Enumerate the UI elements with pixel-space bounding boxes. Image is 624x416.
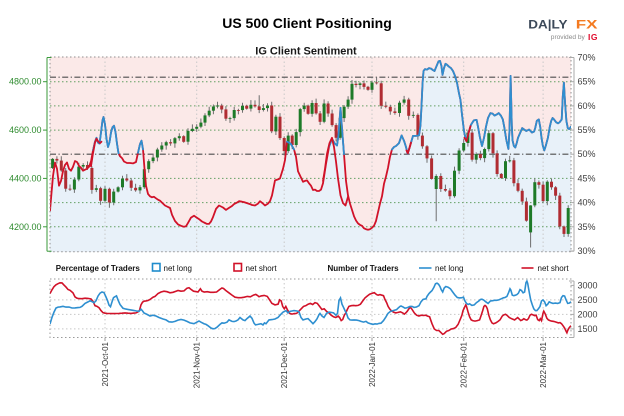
svg-text:3000: 3000 — [578, 280, 598, 290]
svg-text:4800.00: 4800.00 — [9, 77, 42, 87]
svg-text:2022-Mar-01: 2022-Mar-01 — [539, 341, 548, 387]
svg-text:4200.00: 4200.00 — [9, 222, 42, 232]
svg-text:2500: 2500 — [578, 295, 598, 305]
svg-text:provided by: provided by — [551, 34, 586, 41]
svg-text:45%: 45% — [578, 173, 596, 183]
svg-text:2000: 2000 — [578, 309, 598, 319]
svg-text:4400.00: 4400.00 — [9, 173, 42, 183]
svg-text:IG Client Sentiment: IG Client Sentiment — [255, 46, 357, 58]
svg-text:Number of Traders: Number of Traders — [328, 264, 400, 273]
svg-text:net long: net long — [435, 264, 463, 273]
svg-text:FX: FX — [576, 20, 598, 32]
svg-text:Percentage of Traders: Percentage of Traders — [56, 264, 141, 273]
svg-text:DA|LY: DA|LY — [528, 20, 568, 32]
svg-text:net short: net short — [538, 264, 570, 273]
svg-text:2021-Nov-01: 2021-Nov-01 — [193, 341, 202, 388]
svg-text:2022-Jan-01: 2022-Jan-01 — [368, 341, 377, 386]
svg-text:30%: 30% — [578, 246, 596, 256]
svg-text:net short: net short — [246, 264, 278, 273]
svg-text:55%: 55% — [578, 125, 596, 135]
svg-text:65%: 65% — [578, 77, 596, 87]
svg-text:40%: 40% — [578, 198, 596, 208]
svg-text:US 500 Client Positioning: US 500 Client Positioning — [222, 15, 392, 31]
svg-text:IG: IG — [588, 32, 598, 42]
svg-text:70%: 70% — [578, 53, 596, 63]
svg-text:net long: net long — [164, 264, 192, 273]
svg-text:60%: 60% — [578, 101, 596, 111]
svg-text:50%: 50% — [578, 149, 596, 159]
svg-text:2021-Dec-01: 2021-Dec-01 — [280, 341, 289, 388]
svg-text:2022-Feb-01: 2022-Feb-01 — [460, 341, 469, 387]
svg-text:35%: 35% — [578, 222, 596, 232]
svg-text:1500: 1500 — [578, 324, 598, 334]
svg-text:2021-Oct-01: 2021-Oct-01 — [101, 341, 110, 386]
svg-text:4600.00: 4600.00 — [9, 125, 42, 135]
